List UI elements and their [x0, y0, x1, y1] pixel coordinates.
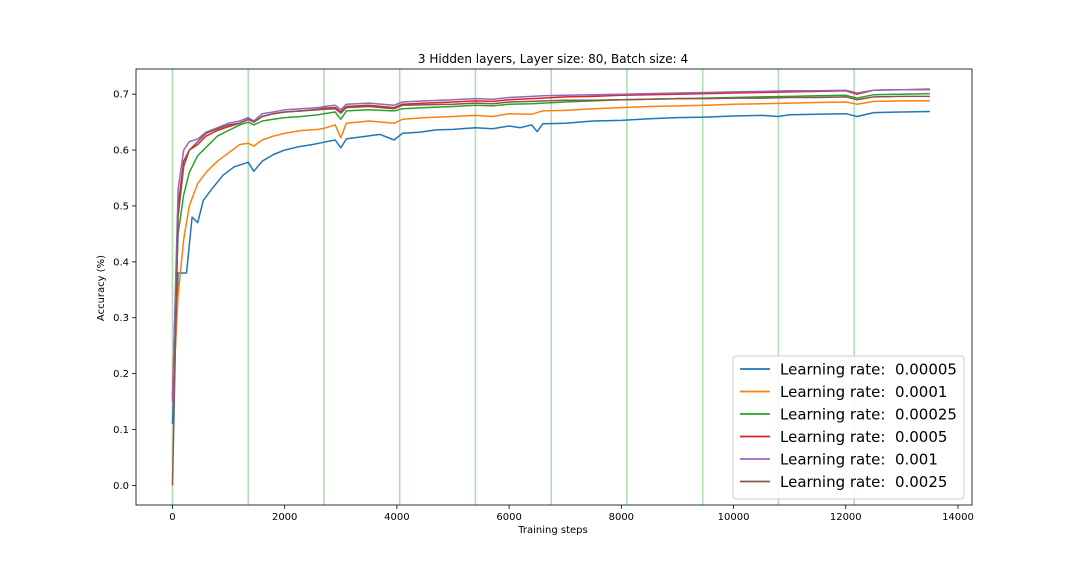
y-tick-label: 0.4 [113, 257, 129, 268]
series-line-3 [171, 92, 930, 397]
plot-frame [135, 68, 973, 506]
y-tick-label: 0.1 [113, 425, 129, 436]
x-tick-label: 8000 [609, 512, 634, 523]
y-tick-label: 0.6 [113, 146, 129, 157]
plot-area: 0 2000 4000 6000 8000 10000 12000 14000 0.0 0.1 0.… [113, 68, 974, 523]
legend: Learning rate: 0.00005 Learning rate: 0.0… [732, 355, 965, 500]
series-line-5 [171, 88, 930, 402]
series-line-4 [171, 88, 930, 397]
x-tick-label: 6000 [496, 512, 521, 523]
y-tick-label: 0.5 [113, 201, 129, 212]
series-line-1 [171, 110, 930, 424]
legend-label: Learning rate: 0.0001 [780, 383, 947, 401]
chart-title: 3 Hidden layers, Layer size: 80, Batch s… [418, 52, 688, 66]
y-tick-label: 0.0 [113, 481, 129, 492]
y-tick-label: 0.7 [113, 90, 129, 101]
legend-label: Learning rate: 0.0005 [780, 428, 947, 446]
legend-label: Learning rate: 0.0025 [780, 473, 947, 491]
x-tick-label: 2000 [272, 512, 297, 523]
legend-box [732, 355, 965, 500]
x-tick-label: 4000 [384, 512, 409, 523]
y-axis-label: Accuracy (%) [96, 255, 107, 321]
x-tick-label: 14000 [942, 512, 974, 523]
legend-label: Learning rate: 0.00005 [780, 361, 957, 379]
x-tick-label: 12000 [830, 512, 862, 523]
series-line-2 [171, 100, 930, 402]
legend-label: Learning rate: 0.001 [780, 451, 938, 469]
x-tick-label: 10000 [718, 512, 750, 523]
series-line-6 [171, 95, 930, 486]
y-tick-label: 0.2 [113, 369, 129, 380]
legend-label: Learning rate: 0.00025 [780, 406, 957, 424]
x-axis-label: Training steps [517, 525, 587, 536]
x-tick-label: 0 [169, 512, 175, 523]
y-tick-label: 0.3 [113, 313, 129, 324]
